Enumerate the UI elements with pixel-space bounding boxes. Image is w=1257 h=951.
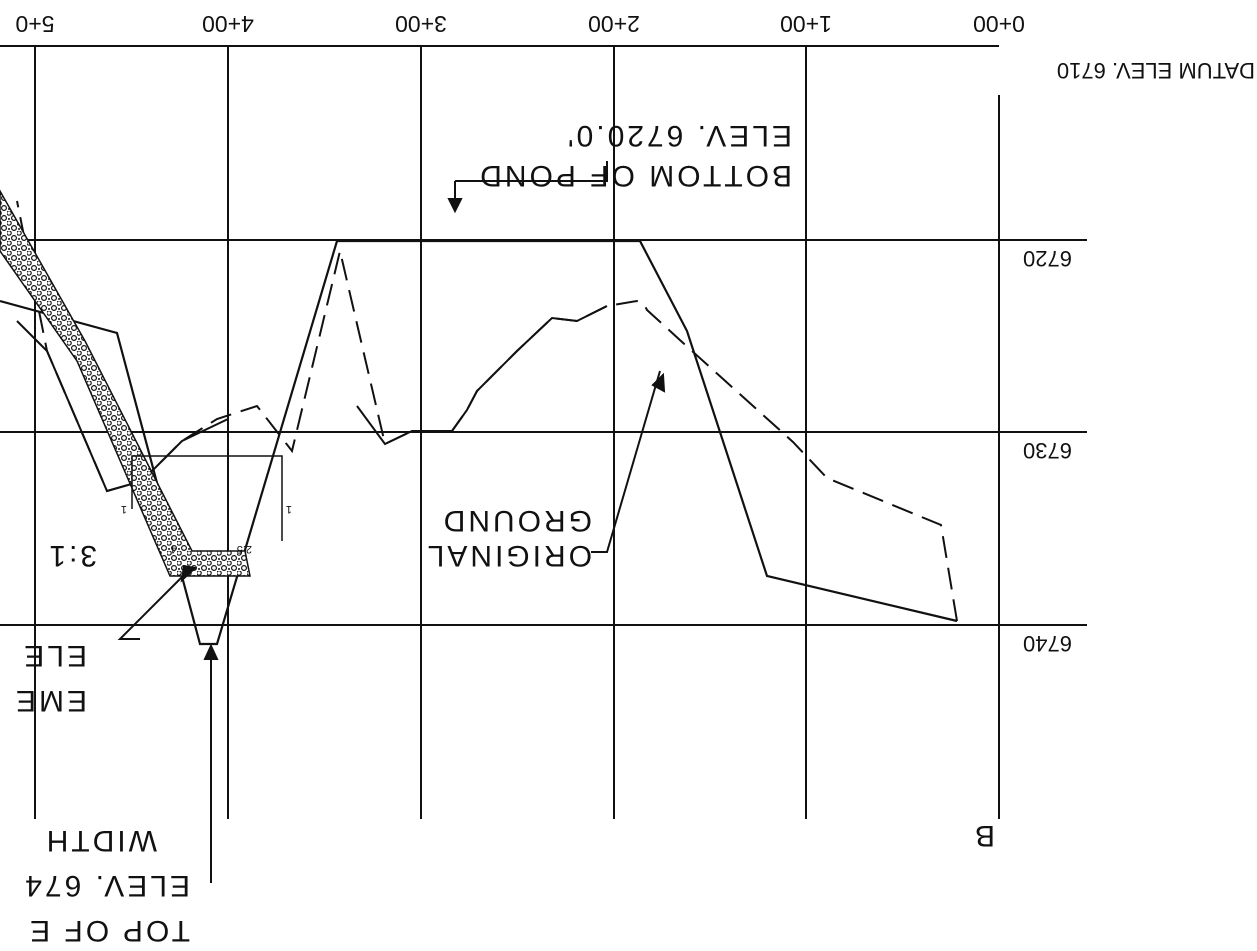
station-label-5: 5+0 [15,11,54,37]
original-ground-solid [356,305,608,446]
bottom-of-pond-line1: BOTTOM OF POND [477,159,792,192]
original-ground-line2: GROUND [441,504,592,537]
grid [0,45,1087,819]
station-label-1: 1+00 [780,11,832,37]
elev-label-6720: 6720 [1023,246,1072,271]
eme-line1: EME [13,684,87,717]
riprap-band [0,188,251,577]
notes: BOTTOM OF POND ELEV. 6720.0' ORIGINAL GR… [13,119,995,947]
top-of-line3: WIDTH [44,824,157,857]
original-ground-solid-2 [16,320,229,493]
design-section-line [0,239,958,646]
elev-label-6730: 6730 [1023,438,1072,463]
top-of-line1: TOP OF E [27,914,190,947]
station-label-0: 0+00 [973,11,1025,37]
bottom-of-pond-line2: ELEV. 6720.0' [565,119,792,152]
slope-triangles [131,455,283,541]
station-label-2: 2+00 [588,11,640,37]
leaders [117,161,666,883]
top-of-line2: ELEV. 674 [22,869,190,902]
slope-rise-left: 1 [286,503,292,515]
station-label-3: 3+00 [395,11,447,37]
station-labels: 0+00 1+00 2+00 3+00 4+00 5+0 [15,11,1024,37]
original-ground-line1: ORIGINAL [425,539,592,572]
elevation-labels: DATUM ELEV. 6710 6720 6730 6740 [1023,58,1255,656]
datum-label: DATUM ELEV. 6710 [1057,58,1255,83]
slope-run-left: 2.5 [237,543,252,555]
station-label-4: 4+00 [202,11,254,37]
section-letter: B [972,819,995,852]
eme-line2: ELE [21,639,87,672]
slope-ratio: 3:1 [46,539,97,572]
slope-rise-right: 1 [121,503,127,515]
elev-label-6740: 6740 [1023,631,1072,656]
slope-run-right: 4 [171,543,177,555]
